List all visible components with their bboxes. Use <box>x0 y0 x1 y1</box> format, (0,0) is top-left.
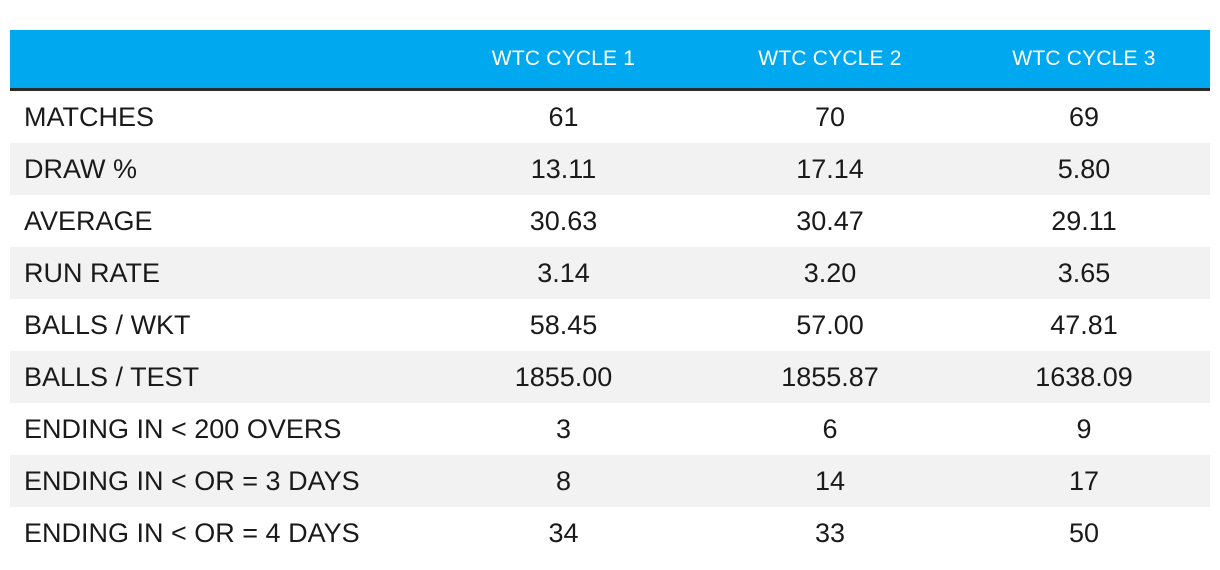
row-value-cycle-1: 13.11 <box>530 153 597 184</box>
table-row: AVERAGE 30.63 30.47 29.11 <box>10 195 1210 247</box>
row-value-cycle-1: 1855.00 <box>514 361 613 392</box>
header-cycle-1: WTC CYCLE 1 <box>491 47 636 70</box>
row-value-cycle-3: 29.11 <box>1051 205 1117 236</box>
row-label: MATCHES <box>24 101 155 132</box>
row-value-cycle-3: 5.80 <box>1057 153 1111 184</box>
row-label: BALLS / TEST <box>24 361 200 392</box>
row-label: DRAW % <box>24 153 137 184</box>
header-cycle-3: WTC CYCLE 3 <box>1012 47 1156 70</box>
stats-table: WTC CYCLE 1 WTC CYCLE 2 WTC CYCLE 3 MATC… <box>10 30 1210 559</box>
table-header-row: WTC CYCLE 1 WTC CYCLE 2 WTC CYCLE 3 <box>10 30 1210 91</box>
row-value-cycle-3: 47.81 <box>1050 309 1118 340</box>
row-value-cycle-2: 17.14 <box>796 153 864 184</box>
table-row: ENDING IN < OR = 3 DAYS 8 14 17 <box>10 455 1210 507</box>
row-label: ENDING IN < 200 OVERS <box>24 413 342 444</box>
row-value-cycle-3: 69 <box>1068 101 1100 132</box>
row-value-cycle-2: 33 <box>814 517 846 548</box>
row-label: AVERAGE <box>24 205 153 236</box>
table-row: BALLS / WKT 58.45 57.00 47.81 <box>10 299 1210 351</box>
row-value-cycle-1: 8 <box>555 465 572 496</box>
row-value-cycle-2: 6 <box>822 413 838 444</box>
row-label: ENDING IN < OR = 4 DAYS <box>24 517 360 548</box>
row-label: RUN RATE <box>24 257 161 288</box>
row-label: BALLS / WKT <box>24 309 191 340</box>
table-row: RUN RATE 3.14 3.20 3.65 <box>10 247 1210 299</box>
table-row: BALLS / TEST 1855.00 1855.87 1638.09 <box>10 351 1210 403</box>
header-cycle-2: WTC CYCLE 2 <box>758 47 902 70</box>
row-value-cycle-1: 61 <box>548 101 579 132</box>
row-value-cycle-3: 1638.09 <box>1035 361 1133 392</box>
row-value-cycle-3: 50 <box>1068 517 1100 548</box>
row-value-cycle-3: 17 <box>1068 465 1100 496</box>
row-value-cycle-3: 9 <box>1076 413 1092 444</box>
row-value-cycle-2: 57.00 <box>796 309 864 340</box>
row-value-cycle-2: 1855.87 <box>781 361 879 392</box>
row-value-cycle-1: 34 <box>548 517 579 548</box>
row-value-cycle-2: 14 <box>814 465 846 496</box>
row-value-cycle-3: 3.65 <box>1057 257 1111 288</box>
table-row: DRAW % 13.11 17.14 5.80 <box>10 143 1210 195</box>
table-row: MATCHES 61 70 69 <box>10 91 1210 143</box>
table-row: ENDING IN < 200 OVERS 3 6 9 <box>10 403 1210 455</box>
row-value-cycle-2: 70 <box>814 101 846 132</box>
row-value-cycle-2: 3.20 <box>803 257 857 288</box>
row-label: ENDING IN < OR = 3 DAYS <box>24 465 360 496</box>
row-value-cycle-1: 58.45 <box>529 309 598 340</box>
row-value-cycle-1: 3.14 <box>537 257 590 288</box>
row-value-cycle-1: 30.63 <box>529 205 598 236</box>
table-row: ENDING IN < OR = 4 DAYS 34 33 50 <box>10 507 1210 559</box>
row-value-cycle-2: 30.47 <box>796 205 864 236</box>
row-value-cycle-1: 3 <box>555 413 572 444</box>
